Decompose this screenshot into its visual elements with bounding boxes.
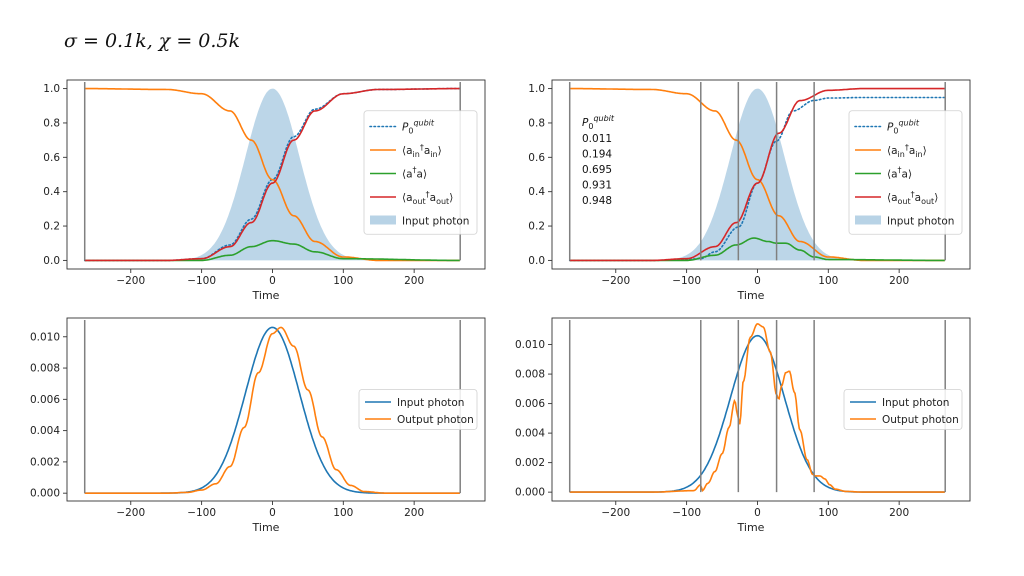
axes-frame bbox=[551, 317, 971, 502]
y-tick-label: 0.8 bbox=[528, 117, 545, 129]
legend-label: ⟨ain†ain⟩ bbox=[887, 143, 927, 159]
y-tick-label: 0.002 bbox=[515, 457, 545, 469]
legend: Input photon Output photon bbox=[358, 389, 478, 430]
x-tick-label: 0 bbox=[269, 275, 276, 287]
x-tick-label: 0 bbox=[754, 507, 761, 519]
legend-label: ⟨a†a⟩ bbox=[402, 166, 427, 181]
legend-label: Input photon bbox=[887, 216, 954, 228]
figure-title: σ = 0.1k, χ = 0.5k bbox=[64, 30, 241, 52]
x-tick-label: −100 bbox=[187, 507, 216, 519]
x-tick-label: 100 bbox=[818, 507, 838, 519]
legend: P0qubit ⟨ain†ain⟩ ⟨a†a⟩ ⟨aout†aout⟩ Input ph… bbox=[363, 110, 478, 235]
x-axis-label: Time bbox=[737, 289, 765, 302]
y-tick-label: 0.0 bbox=[528, 255, 545, 267]
y-tick-label: 0.006 bbox=[30, 394, 60, 406]
legend-marker bbox=[370, 215, 396, 225]
y-tick-label: 0.008 bbox=[30, 363, 60, 375]
series-line-1 bbox=[84, 87, 460, 262]
y-tick-label: 0.8 bbox=[43, 117, 60, 129]
x-tick-label: 200 bbox=[889, 507, 909, 519]
annotation-value: 0.194 bbox=[582, 149, 612, 161]
legend-label: Input photon bbox=[882, 397, 949, 409]
axes-frame bbox=[66, 79, 486, 270]
legend-label: ⟨a†a⟩ bbox=[887, 166, 912, 181]
x-tick-label: 200 bbox=[889, 275, 909, 287]
legend-label: Input photon bbox=[402, 216, 469, 228]
annotation-header: P0qubit bbox=[582, 114, 615, 131]
x-tick-label: 100 bbox=[333, 507, 353, 519]
x-axis-label: Time bbox=[252, 521, 280, 534]
legend-label: P0qubit bbox=[402, 119, 435, 136]
series-line-1 bbox=[84, 326, 460, 494]
series-line-1 bbox=[569, 323, 945, 493]
y-tick-label: 0.004 bbox=[515, 428, 545, 440]
legend-label: ⟨aout†aout⟩ bbox=[402, 190, 453, 206]
legend-marker bbox=[855, 215, 881, 225]
legend-label: ⟨aout†aout⟩ bbox=[887, 190, 938, 206]
y-tick-label: 0.2 bbox=[528, 221, 545, 233]
y-tick-label: 0.6 bbox=[43, 152, 60, 164]
series-fill-input-photon bbox=[569, 88, 946, 261]
y-tick-label: 0.000 bbox=[30, 488, 60, 500]
chart-top-left: −200 −100 0 100 200 0.0 0.2 0.4 0.6 0.8 1.0 Time P0q… bbox=[43, 79, 486, 302]
x-axis-label: Time bbox=[252, 289, 280, 302]
x-tick-label: −200 bbox=[601, 275, 630, 287]
y-tick-label: 0.010 bbox=[30, 331, 60, 343]
x-tick-label: 100 bbox=[333, 275, 353, 287]
y-tick-label: 0.010 bbox=[515, 339, 545, 351]
x-tick-label: 200 bbox=[404, 507, 424, 519]
legend-label: Input photon bbox=[397, 397, 464, 409]
annotation-value: 0.931 bbox=[582, 180, 612, 192]
y-tick-label: 1.0 bbox=[43, 83, 60, 95]
x-tick-label: −100 bbox=[187, 275, 216, 287]
x-tick-label: −100 bbox=[672, 507, 701, 519]
annotation-value: 0.011 bbox=[582, 133, 612, 145]
x-tick-label: −200 bbox=[116, 507, 145, 519]
legend-label: Output photon bbox=[397, 414, 474, 426]
annotation-value: 0.695 bbox=[582, 164, 612, 176]
y-tick-label: 0.4 bbox=[528, 186, 545, 198]
x-tick-label: 200 bbox=[404, 275, 424, 287]
legend: Input photon Output photon bbox=[843, 389, 963, 430]
y-tick-label: 0.6 bbox=[528, 152, 545, 164]
x-axis-label: Time bbox=[737, 521, 765, 534]
y-tick-label: 0.006 bbox=[515, 398, 545, 410]
y-tick-label: 0.4 bbox=[43, 186, 60, 198]
annotation-value: 0.948 bbox=[582, 195, 612, 207]
chart-bottom-left: −200 −100 0 100 200 0.000 0.002 0.004 0.006 0.008… bbox=[30, 317, 486, 534]
y-tick-label: 0.0 bbox=[43, 255, 60, 267]
series-line-3 bbox=[84, 87, 460, 262]
y-tick-label: 0.002 bbox=[30, 456, 60, 468]
chart-top-right: −200 −100 0 100 200 0.0 0.2 0.4 0.6 0.8 1.0 Time P0q… bbox=[528, 79, 971, 302]
legend-label: ⟨ain†ain⟩ bbox=[402, 143, 442, 159]
y-tick-label: 1.0 bbox=[528, 83, 545, 95]
y-tick-label: 0.004 bbox=[30, 425, 60, 437]
x-tick-label: −100 bbox=[672, 275, 701, 287]
legend: P0qubit ⟨ain†ain⟩ ⟨a†a⟩ ⟨aout†aout⟩ Input ph… bbox=[848, 110, 963, 235]
x-tick-label: 100 bbox=[818, 275, 838, 287]
y-tick-label: 0.008 bbox=[515, 369, 545, 381]
x-tick-label: 0 bbox=[269, 507, 276, 519]
axes-frame bbox=[551, 79, 971, 270]
y-tick-label: 0.000 bbox=[515, 487, 545, 499]
legend-label: Output photon bbox=[882, 414, 959, 426]
x-tick-label: 0 bbox=[754, 275, 761, 287]
legend-label: P0qubit bbox=[887, 119, 920, 136]
series-line-3 bbox=[569, 87, 945, 262]
p0-annotation: P0qubit 0.011 0.194 0.695 0.931 0.948 bbox=[582, 114, 615, 207]
x-tick-label: −200 bbox=[601, 507, 630, 519]
axes-frame bbox=[66, 317, 486, 502]
series-fill-input-photon bbox=[84, 88, 461, 261]
chart-bottom-right: −200 −100 0 100 200 0.000 0.002 0.004 0.006 0.008… bbox=[515, 317, 971, 534]
x-tick-label: −200 bbox=[116, 275, 145, 287]
y-tick-label: 0.2 bbox=[43, 221, 60, 233]
